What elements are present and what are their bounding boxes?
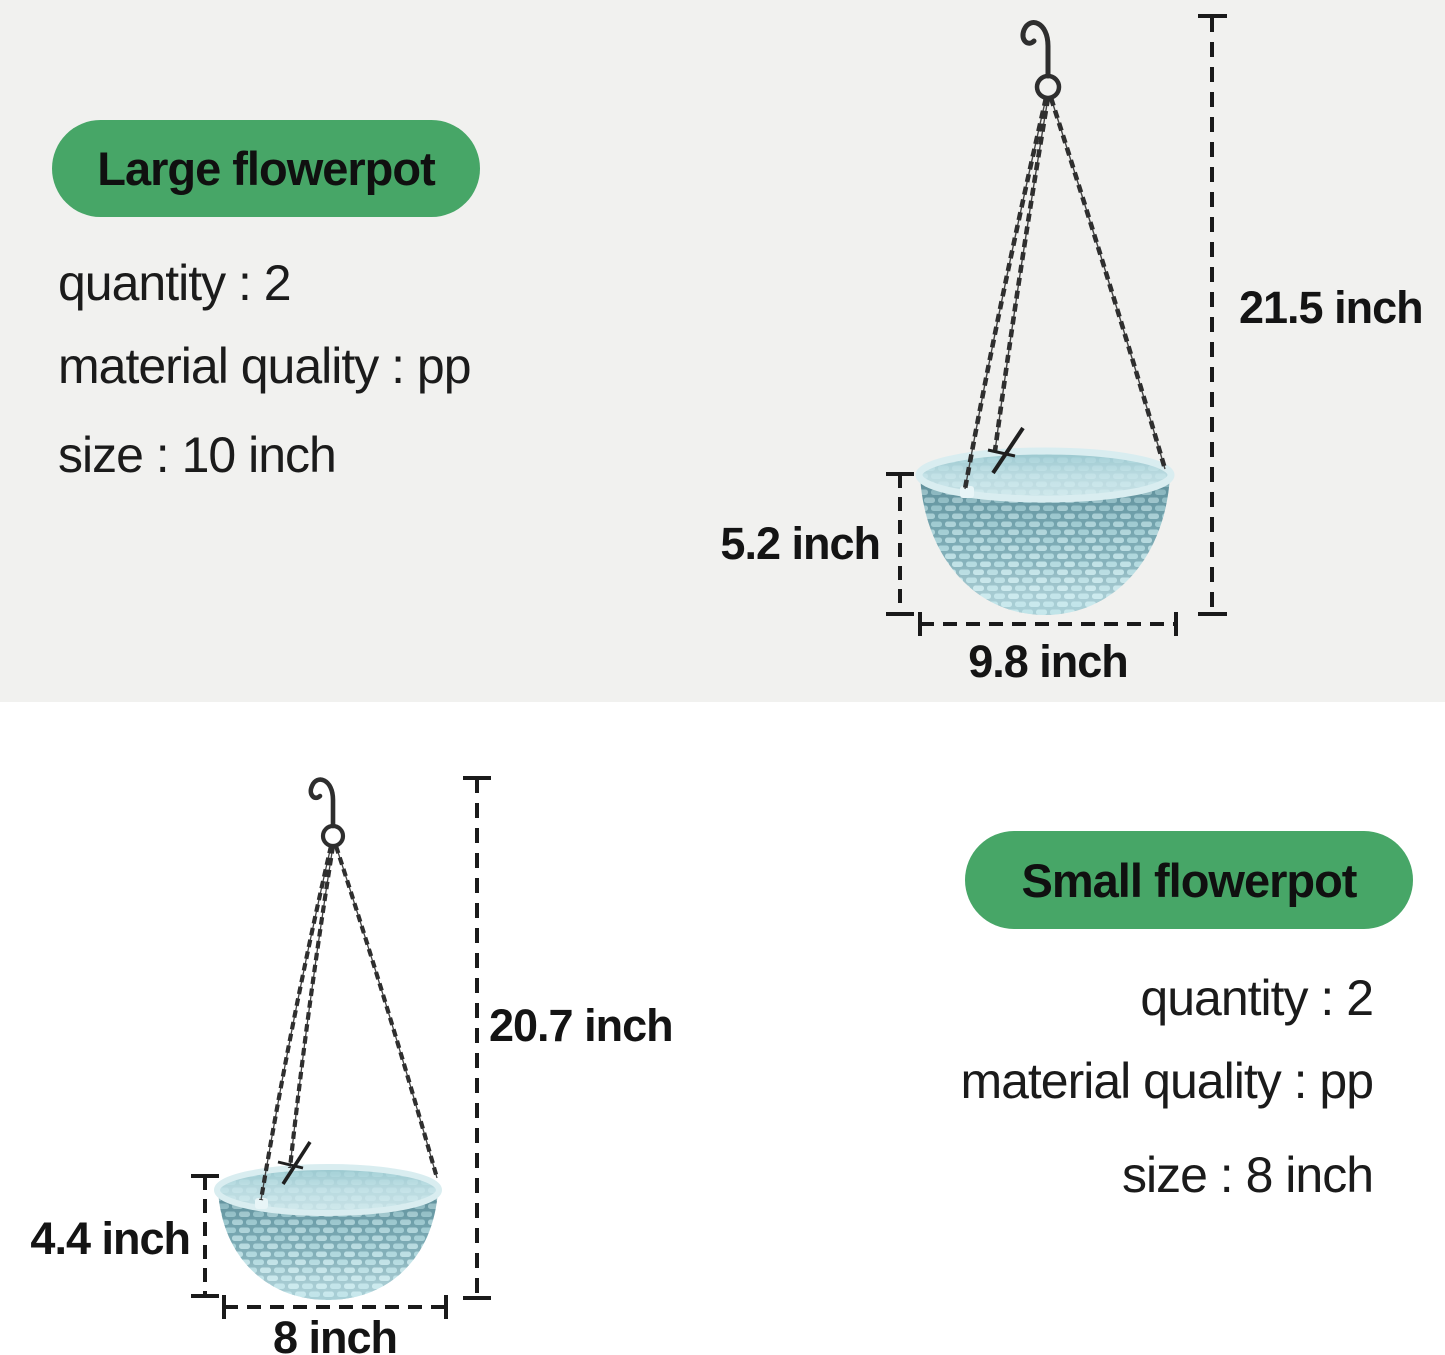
basket-opening: [218, 1168, 438, 1212]
large-basket-illustration: [915, 20, 1175, 615]
small-pot-diameter-label: 8 inch: [272, 1312, 398, 1355]
large-spec-size: size : 10 inch: [58, 427, 337, 483]
small-spec-size: size : 8 inch: [1121, 1147, 1374, 1203]
basket-bowl: [214, 1164, 442, 1300]
large-flowerpot-panel: [0, 0, 1445, 702]
small-basket-illustration: [214, 777, 442, 1300]
small-spec-quantity: quantity : 2: [1140, 970, 1374, 1026]
large-spec-material: material quality : pp: [58, 338, 472, 394]
hanger-chains: [258, 845, 440, 1201]
large-spec-quantity: quantity : 2: [58, 255, 292, 311]
large-flowerpot-badge: Large flowerpot: [52, 120, 480, 217]
spare-clip: [991, 426, 1025, 475]
basket-opening: [920, 452, 1170, 498]
small-flowerpot-badge-label: Small flowerpot: [1021, 853, 1358, 907]
small-flowerpot-badge: Small flowerpot: [965, 831, 1413, 929]
spare-clip: [281, 1141, 312, 1185]
small-spec-material: material quality : pp: [960, 1053, 1374, 1109]
chain-hole: [960, 486, 974, 498]
small-pot-height-label: 4.4 inch: [30, 1213, 191, 1264]
hanger-hook-icon: [308, 777, 346, 849]
large-pot-height-label: 5.2 inch: [720, 518, 881, 569]
hanger-hook-icon: [1020, 20, 1062, 101]
large-pot-diameter-label: 9.8 inch: [968, 636, 1129, 687]
basket-bowl: [915, 447, 1175, 615]
large-total-height-label: 21.5 inch: [1239, 282, 1424, 333]
hanger-ring-icon: [1034, 73, 1062, 101]
small-total-height-label: 20.7 inch: [489, 1000, 674, 1051]
chain-hole: [255, 1198, 268, 1209]
hanger-ring-icon: [320, 823, 346, 849]
hanger-chains: [962, 97, 1168, 490]
large-flowerpot-badge-label: Large flowerpot: [97, 142, 436, 195]
